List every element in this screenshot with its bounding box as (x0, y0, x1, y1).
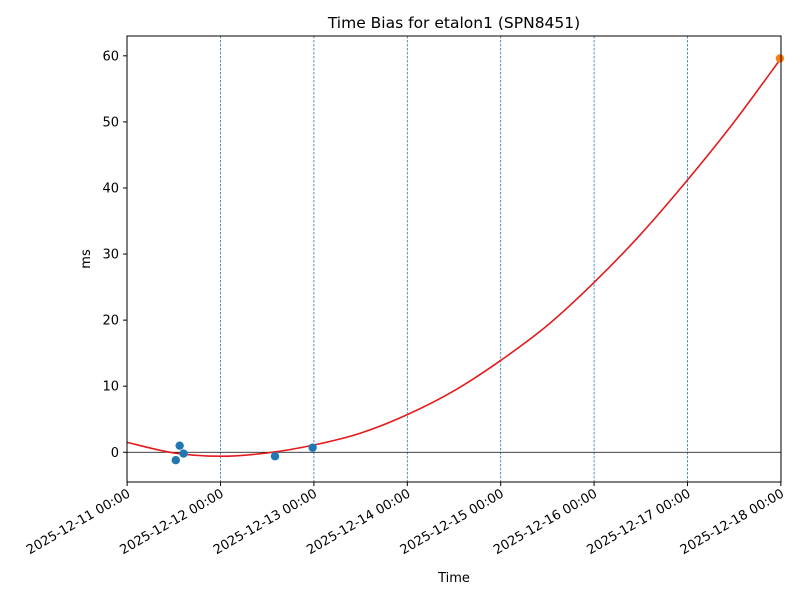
x-tick-label: 2025-12-18 00:00 (678, 486, 787, 558)
latest-data-point (775, 54, 785, 63)
x-tick-label: 2025-12-14 00:00 (304, 486, 413, 558)
fit-curve (126, 57, 782, 458)
y-tick-label: 40 (102, 181, 119, 196)
x-tick-label: 2025-12-11 00:00 (24, 486, 133, 558)
y-tick-label: 50 (102, 115, 119, 130)
plot-area-frame (126, 35, 782, 483)
data-point (175, 441, 184, 450)
fit-curve-layer (126, 57, 782, 458)
y-tick-label: 20 (102, 314, 119, 329)
data-points-layer (171, 54, 785, 465)
grid-layer (126, 36, 782, 482)
x-tick-label: 2025-12-16 00:00 (491, 486, 600, 558)
data-point (179, 449, 188, 458)
data-point (171, 455, 180, 465)
x-axis-label: Time (437, 571, 470, 586)
y-tick-label: 0 (111, 446, 119, 461)
y-tick-label: 10 (102, 380, 119, 395)
x-tick-label: 2025-12-15 00:00 (398, 486, 507, 558)
data-point (270, 452, 280, 461)
y-axis-ticks: 0 10 20 30 40 50 60 (102, 49, 127, 461)
x-tick-label: 2025-12-17 00:00 (585, 486, 694, 558)
y-axis-label: ms (79, 249, 94, 269)
data-point (308, 443, 317, 452)
chart-title: Time Bias for etalon1 (SPN8451) (327, 14, 580, 32)
x-tick-label: 2025-12-12 00:00 (118, 486, 227, 558)
y-tick-label: 30 (102, 248, 119, 263)
x-tick-label: 2025-12-13 00:00 (211, 486, 320, 558)
y-tick-label: 60 (102, 49, 119, 64)
